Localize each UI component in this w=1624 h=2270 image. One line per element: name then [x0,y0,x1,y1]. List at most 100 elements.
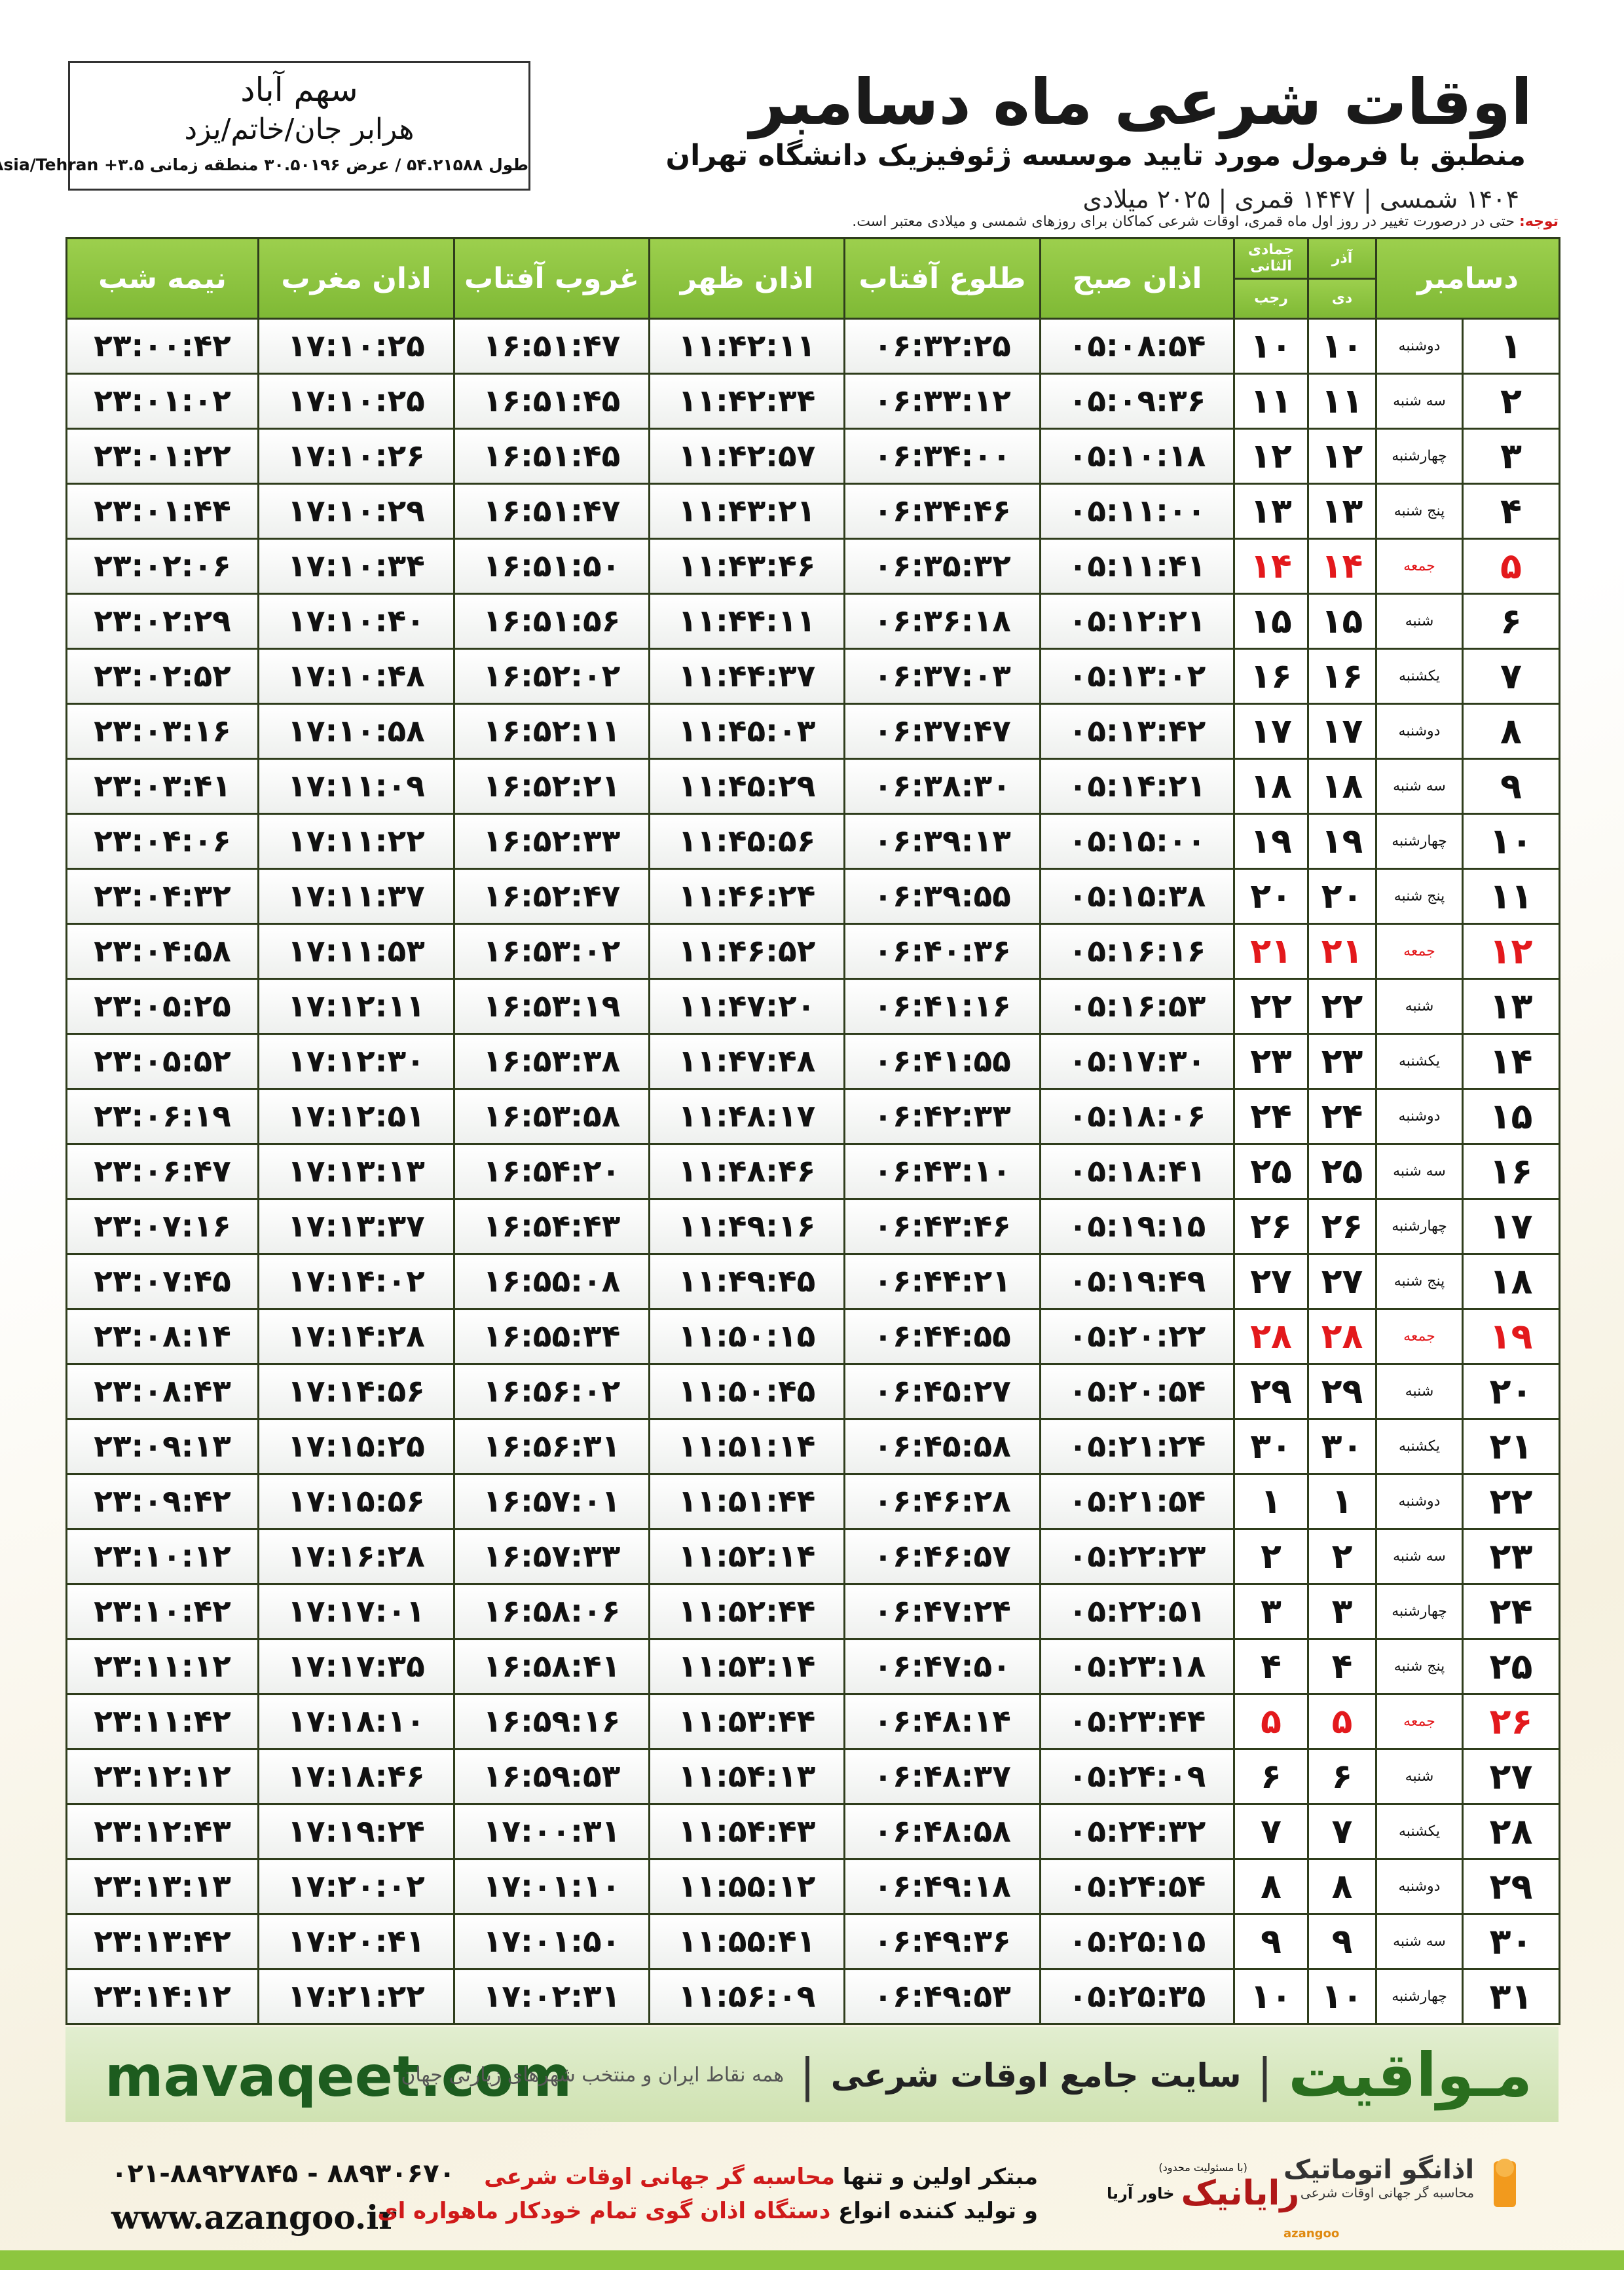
cell: ۲۳:۰۲:۰۶ [65,538,259,595]
cell: ۲۸ [1307,1308,1377,1365]
cell: شنبه [1375,593,1464,650]
cell: ۲۳:۱۴:۱۲ [65,1968,259,2025]
cell: یکشنبه [1375,1803,1464,1860]
cell: ۱۶:۵۳:۳۸ [453,1033,650,1090]
cell: ۱ [1307,1473,1377,1530]
cell: ۳ [1233,1583,1309,1640]
cell: ۲۵ [1462,1638,1561,1695]
cell: ۶ [1233,1748,1309,1805]
cell: ۱۶:۵۱:۴۵ [453,373,650,430]
cell: ۱ [1462,318,1561,375]
note-label: توجه: [1519,214,1559,230]
cell: دوشنبه [1375,703,1464,760]
table-row: ۳ چهارشنبه ۱۲ ۱۲ ۰۵:۱۰:۱۸ ۰۶:۳۴:۰۰ ۱۱:۴۲:۵۷ ۱۶:… [65,428,1561,485]
cell: ۲۳:۰۸:۱۴ [65,1308,259,1365]
cell: ۰۶:۴۸:۱۴ [843,1693,1041,1750]
cell: ۲۳:۰۴:۳۲ [65,868,259,925]
cell: یکشنبه [1375,1033,1464,1090]
promo-line: و تولید کننده انواع دستگاه اذان گوی تمام… [377,2198,1038,2224]
cell: ۰۶:۴۹:۳۶ [843,1913,1041,1970]
tagline: سایت جامع اوقات شرعی [830,2056,1242,2094]
cell: ۴ [1233,1638,1309,1695]
cell: ۵ [1307,1693,1377,1750]
table-row: ۱۶ سه شنبه ۲۵ ۲۵ ۰۵:۱۸:۴۱ ۰۶:۴۳:۱۰ ۱۱:۴۸:۴۶ ۱۶:… [65,1143,1561,1200]
cell: دوشنبه [1375,1088,1464,1145]
cell: ۱۶:۵۲:۲۱ [453,758,650,815]
table-row: ۱۴ یکشنبه ۲۳ ۲۳ ۰۵:۱۷:۳۰ ۰۶:۴۱:۵۵ ۱۱:۴۷:۴۸ ۱۶:۵… [65,1033,1561,1090]
cell: ۱۱ [1233,373,1309,430]
cell: ۰۵:۱۸:۰۶ [1039,1088,1235,1145]
cell: ۰۶:۳۴:۰۰ [843,428,1041,485]
cell: ۱۷:۱۴:۵۶ [257,1363,455,1420]
cell: ۰۵:۲۵:۱۵ [1039,1913,1235,1970]
cell: جمعه [1375,1308,1464,1365]
table-row: ۷ یکشنبه ۱۶ ۱۶ ۰۵:۱۳:۰۲ ۰۶:۳۷:۰۳ ۱۱:۴۴:۳۷ ۱۶:۵۲… [65,648,1561,705]
cell: ۰۵:۲۰:۲۲ [1039,1308,1235,1365]
cell: پنج شنبه [1375,483,1464,540]
cell: ۲۳:۰۳:۱۶ [65,703,259,760]
cell: ۳۰ [1307,1418,1377,1475]
cell: ۲۳:۱۲:۴۳ [65,1803,259,1860]
cell: ۰۵:۱۱:۰۰ [1039,483,1235,540]
cell: ۲۳:۱۰:۱۲ [65,1528,259,1585]
cell: سه شنبه [1375,758,1464,815]
cell: جمعه [1375,1693,1464,1750]
cell: ۱۷:۱۲:۵۱ [257,1088,455,1145]
cell: ۲۵ [1307,1143,1377,1200]
table-row: ۴ پنج شنبه ۱۳ ۱۳ ۰۵:۱۱:۰۰ ۰۶:۳۴:۴۶ ۱۱:۴۳:۲۱ ۱۶:… [65,483,1561,540]
cell: ۰۵:۱۳:۴۲ [1039,703,1235,760]
cell: ۰۶:۳۶:۱۸ [843,593,1041,650]
title: اوقات شرعی ماه دسامبر [749,65,1532,139]
table-row: ۲۵ پنج شنبه ۴ ۴ ۰۵:۲۳:۱۸ ۰۶:۴۷:۵۰ ۱۱:۵۳:۱۴ ۱۶:۵… [65,1638,1561,1695]
cell: ۲ [1307,1528,1377,1585]
cell: ۴ [1307,1638,1377,1695]
logo-text: خاور آریا [1107,2184,1175,2203]
cell: ۱۴ [1462,1033,1561,1090]
cell: ۰۵:۱۰:۱۸ [1039,428,1235,485]
table-row: ۲۴ چهارشنبه ۳ ۳ ۰۵:۲۲:۵۱ ۰۶:۴۷:۲۴ ۱۱:۵۲:۴۴ ۱۶:۵… [65,1583,1561,1640]
column-header: اذان صبح [1039,237,1235,320]
cell: ۲۳:۰۶:۱۹ [65,1088,259,1145]
cell: چهارشنبه [1375,428,1464,485]
cell: ۲۸ [1233,1308,1309,1365]
cell: ۱۷:۱۰:۴۸ [257,648,455,705]
cell: ۲۳:۰۲:۲۹ [65,593,259,650]
cell: ۱۱:۵۳:۴۴ [648,1693,845,1750]
cell: ۱۷ [1307,703,1377,760]
cell: ۳ [1307,1583,1377,1640]
cell: ۲ [1233,1528,1309,1585]
cell: ۲۳:۱۲:۱۲ [65,1748,259,1805]
cell: ۲۲ [1307,978,1377,1035]
cell: ۲۳ [1233,1033,1309,1090]
cell: ۱۱:۵۴:۴۳ [648,1803,845,1860]
cell: ۶ [1307,1748,1377,1805]
cell: ۰۶:۴۰:۳۶ [843,923,1041,980]
brand-row: مـواقیت | سایت جامع اوقات شرعی | همه نقا… [401,2040,1532,2110]
cell: ۰۶:۴۸:۳۷ [843,1748,1041,1805]
column-header: غروب آفتاب [453,237,650,320]
cell: ۱۱:۴۵:۰۳ [648,703,845,760]
cell: پنج شنبه [1375,1253,1464,1310]
cell: ۱۷:۱۶:۲۸ [257,1528,455,1585]
cell: ۰۵:۰۹:۳۶ [1039,373,1235,430]
cell: دوشنبه [1375,1858,1464,1915]
cell: ۰۵:۱۱:۴۱ [1039,538,1235,595]
cell: ۰۶:۴۷:۲۴ [843,1583,1041,1640]
cell: ۲۳:۰۷:۴۵ [65,1253,259,1310]
table-row: ۱۸ پنج شنبه ۲۷ ۲۷ ۰۵:۱۹:۴۹ ۰۶:۴۴:۲۱ ۱۱:۴۹:۴۵ ۱۶… [65,1253,1561,1310]
cell: ۱۶:۵۳:۰۲ [453,923,650,980]
cell: ۸ [1462,703,1561,760]
cell: ۱۶:۵۶:۰۲ [453,1363,650,1420]
column-header: رجب [1233,277,1309,320]
cell: ۱۰ [1233,318,1309,375]
cell: چهارشنبه [1375,1968,1464,2025]
cell: ۰۵:۱۵:۰۰ [1039,813,1235,870]
cell: ۰۵:۲۲:۵۱ [1039,1583,1235,1640]
cell: ۳ [1462,428,1561,485]
cell: ۲۴ [1462,1583,1561,1640]
table-row: ۱ دوشنبه ۱۰ ۱۰ ۰۵:۰۸:۵۴ ۰۶:۳۲:۲۵ ۱۱:۴۲:۱۱ ۱۶:۵۱… [65,318,1561,375]
column-header: اذان مغرب [257,237,455,320]
cell: ۰۵:۱۵:۳۸ [1039,868,1235,925]
cell: ۱۹ [1462,1308,1561,1365]
